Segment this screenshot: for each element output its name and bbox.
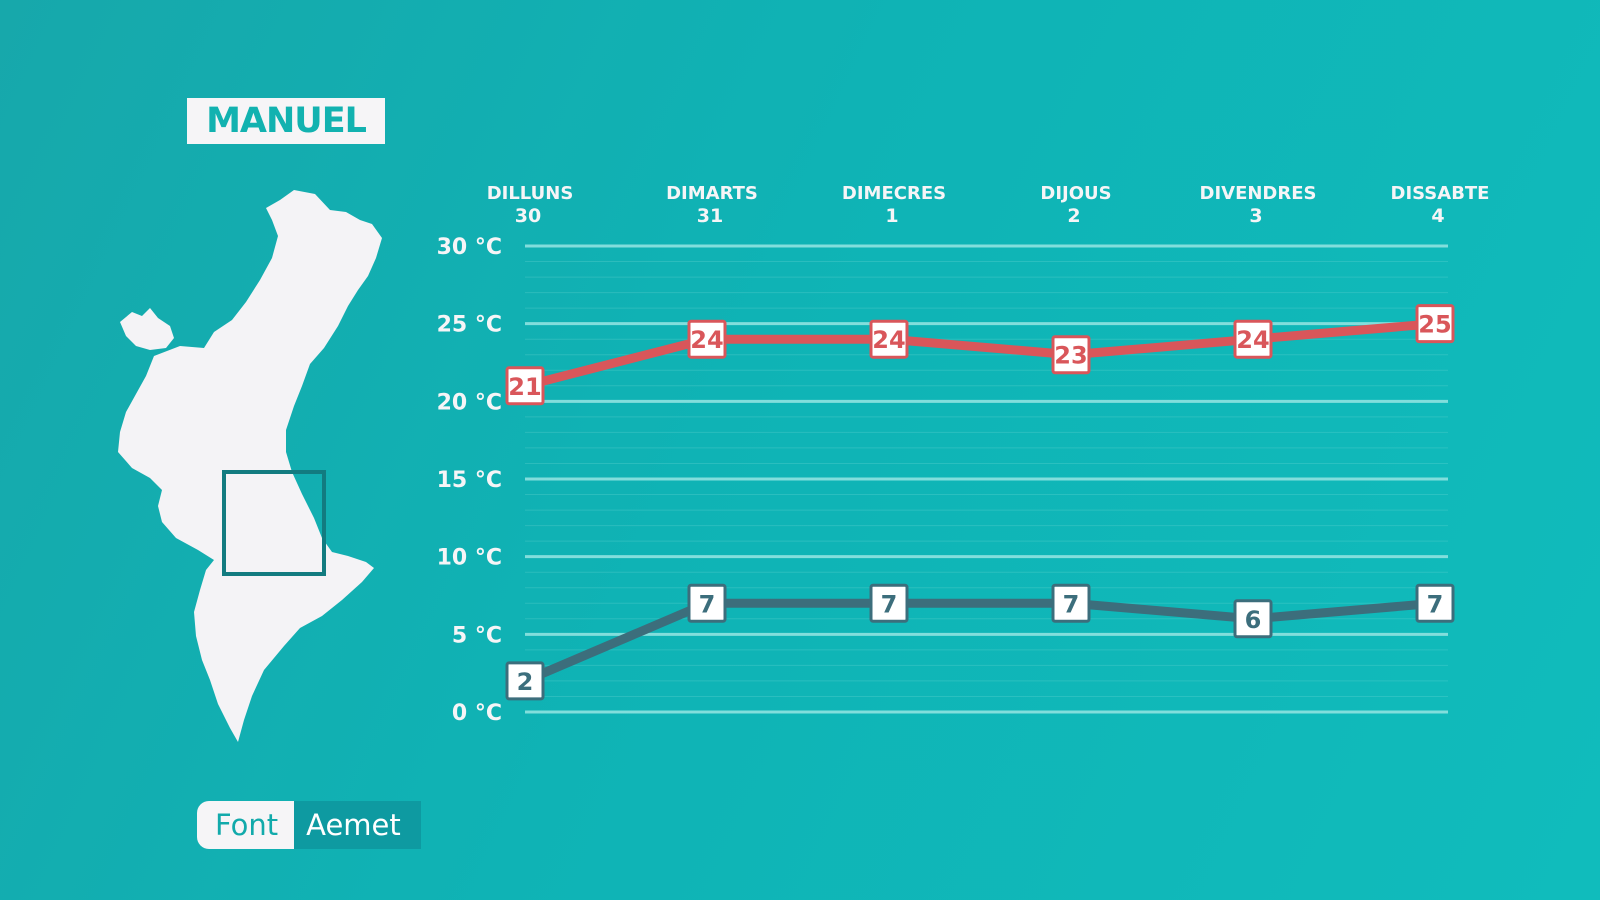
data-point-box [1233, 599, 1273, 639]
region-shape [118, 190, 382, 742]
x-tick-day-name: DIMECRES [842, 183, 946, 204]
data-label: 7 [1427, 590, 1444, 618]
data-label: 21 [508, 373, 541, 401]
y-tick-label: 20 °C [437, 390, 502, 415]
data-label: 6 [1245, 606, 1262, 634]
data-point-box [869, 319, 909, 359]
data-source: Font Aemet [197, 801, 421, 849]
x-tick-day-date: 1 [885, 205, 898, 227]
data-point: 7 [687, 583, 727, 623]
x-tick-day-date: 30 [515, 205, 541, 227]
y-tick-label: 10 °C [437, 546, 502, 571]
data-point-box [505, 366, 545, 406]
selected-area-marker [222, 470, 326, 576]
data-point-box [1051, 335, 1091, 375]
data-point-box [1051, 583, 1091, 623]
y-tick-label: 15 °C [437, 468, 502, 493]
x-tick-day-date: 31 [697, 205, 723, 227]
data-point: 7 [1415, 583, 1455, 623]
data-point: 24 [1233, 319, 1273, 359]
source-label: Font [197, 801, 295, 849]
data-point: 24 [869, 319, 909, 359]
data-point-box [1233, 319, 1273, 359]
data-label: 7 [881, 590, 898, 618]
data-point-box [1415, 583, 1455, 623]
data-point: 25 [1415, 304, 1455, 344]
region-map-graphic [118, 190, 382, 742]
y-tick-label: 0 °C [452, 701, 502, 726]
data-label: 7 [1063, 590, 1080, 618]
series-markers: 21 24 24 23 24 25 2 7 7 7 6 7 [505, 304, 1455, 701]
data-label: 24 [872, 326, 905, 354]
data-label: 25 [1418, 311, 1451, 339]
x-tick-day-name: DIJOUS [1040, 183, 1111, 204]
source-value: Aemet [294, 801, 421, 849]
x-tick-day-date: 3 [1249, 205, 1262, 227]
data-point: 2 [505, 661, 545, 701]
data-point: 7 [1051, 583, 1091, 623]
data-point-box [1415, 304, 1455, 344]
data-point: 6 [1233, 599, 1273, 639]
data-label: 2 [517, 668, 534, 696]
data-point-box [869, 583, 909, 623]
data-point-box [687, 583, 727, 623]
series-line [520, 598, 1440, 686]
x-tick-day-name: DILLUNS [487, 183, 574, 204]
y-tick-label: 25 °C [437, 313, 502, 338]
enclave-shape [120, 308, 174, 350]
data-label: 23 [1054, 342, 1087, 370]
x-tick-day-name: DIVENDRES [1200, 183, 1317, 204]
data-point: 24 [687, 319, 727, 359]
data-label: 24 [690, 326, 723, 354]
data-point-box [687, 319, 727, 359]
x-tick-day-name: DIMARTS [666, 183, 758, 204]
data-label: 7 [699, 590, 716, 618]
data-point: 21 [505, 366, 545, 406]
data-label: 24 [1236, 326, 1269, 354]
data-point-box [505, 661, 545, 701]
series-line [520, 319, 1440, 391]
y-tick-label: 30 °C [437, 235, 502, 260]
x-tick-day-date: 4 [1431, 205, 1444, 227]
station-name-label: MANUEL [187, 98, 385, 144]
x-tick-day-date: 2 [1067, 205, 1080, 227]
data-point: 23 [1051, 335, 1091, 375]
y-tick-label: 5 °C [452, 623, 502, 648]
major-gridlines [525, 244, 1448, 714]
x-tick-day-name: DISSABTE [1391, 183, 1490, 204]
y-axis-ticks: 30 °C 25 °C 20 °C 15 °C 10 °C 5 °C 0 °C [437, 235, 502, 726]
region-map [110, 180, 410, 760]
series-lines [520, 319, 1440, 686]
data-point: 7 [869, 583, 909, 623]
